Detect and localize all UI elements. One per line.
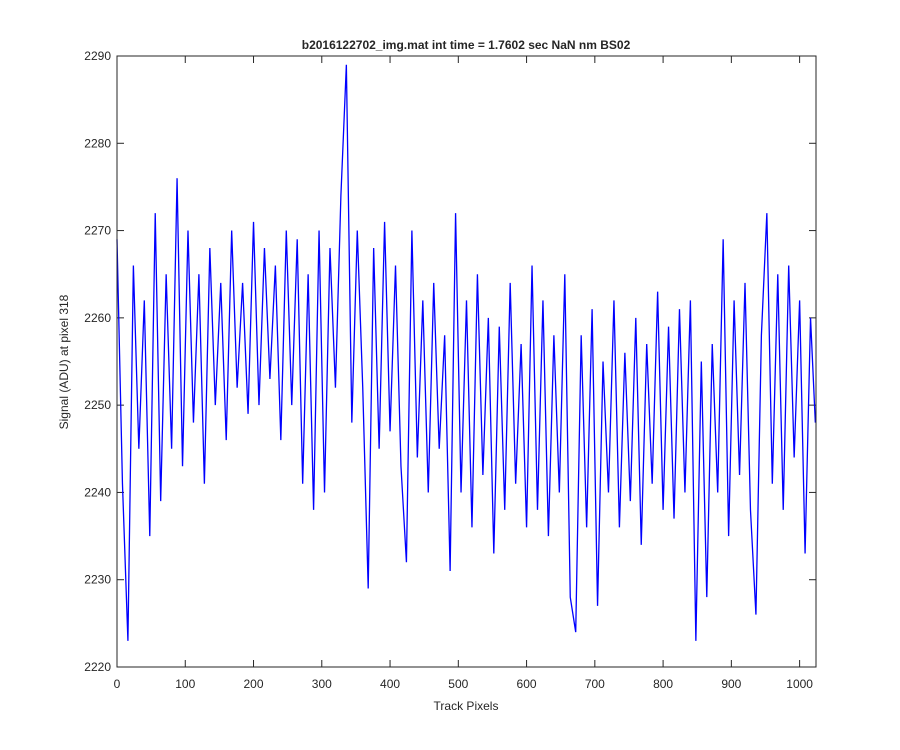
x-tick-label: 700 (585, 677, 605, 691)
y-tick-label: 2290 (84, 49, 111, 63)
data-line (116, 64, 816, 641)
x-tick-label: 100 (175, 677, 195, 691)
x-tick-label: 400 (380, 677, 400, 691)
x-tick-label: 900 (721, 677, 741, 691)
x-tick-label: 1000 (786, 677, 813, 691)
y-tick-label: 2230 (84, 573, 111, 587)
x-tick-label: 800 (653, 677, 673, 691)
y-tick-label: 2220 (84, 660, 111, 674)
y-tick-label: 2260 (84, 311, 111, 325)
y-tick-label: 2240 (84, 485, 111, 499)
y-tick-label: 2250 (84, 398, 111, 412)
x-axis-label: Track Pixels (434, 699, 499, 713)
x-tick-label: 500 (448, 677, 468, 691)
y-axis-label: Signal (ADU) at pixel 318 (57, 294, 71, 429)
y-tick-label: 2280 (84, 136, 111, 150)
x-tick-label: 200 (244, 677, 264, 691)
x-tick-label: 300 (312, 677, 332, 691)
axes-box (116, 55, 817, 668)
x-tick-label: 600 (517, 677, 537, 691)
x-tick-label: 0 (114, 677, 121, 691)
y-tick-label: 2270 (84, 224, 111, 238)
chart-title: b2016122702_img.mat int time = 1.7602 se… (302, 38, 631, 52)
